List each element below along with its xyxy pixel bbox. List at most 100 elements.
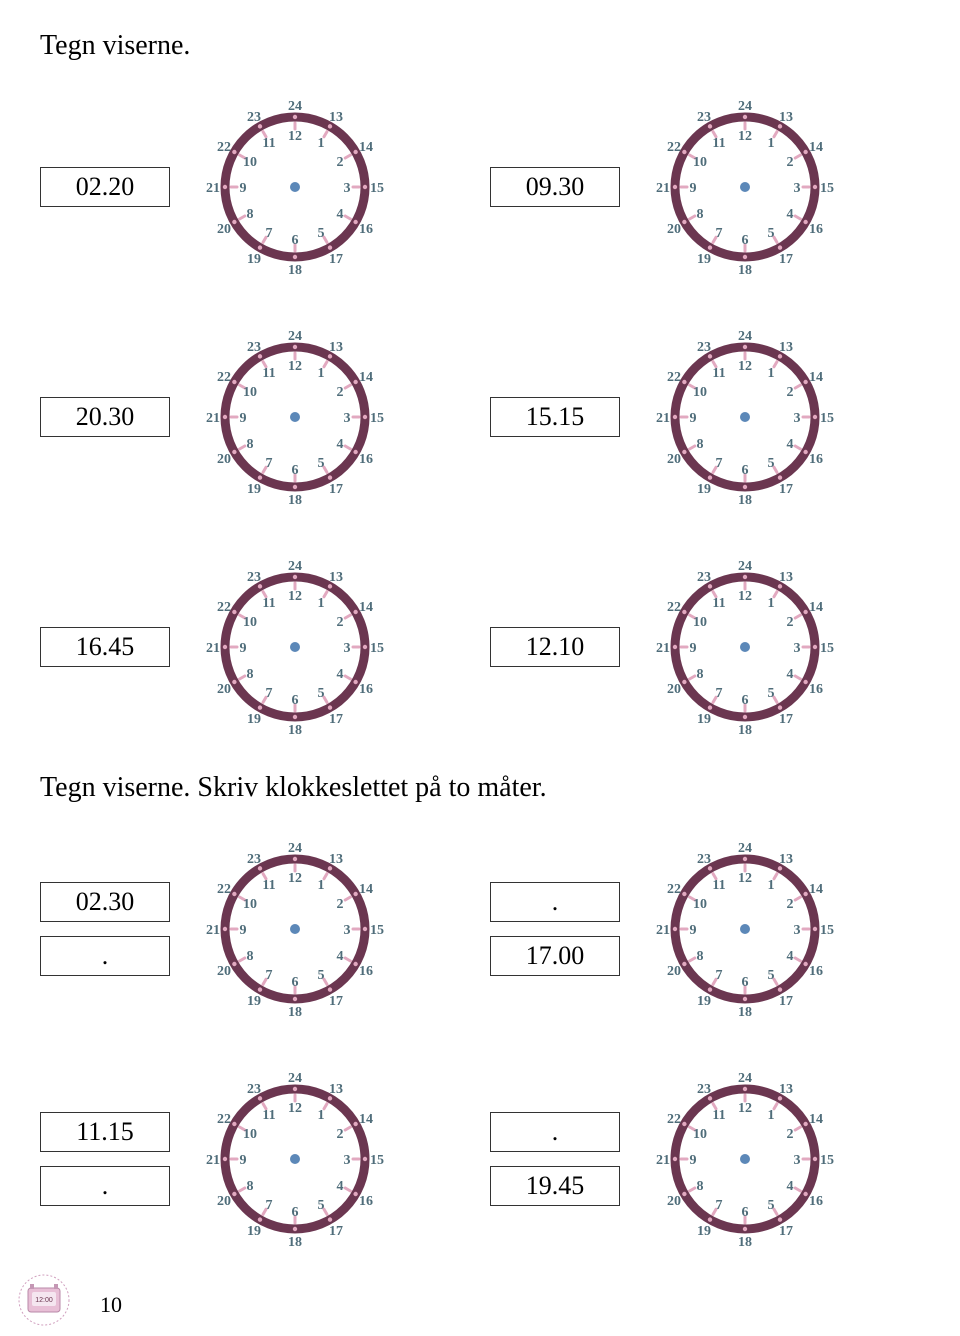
svg-text:14: 14 [359,140,373,155]
svg-text:22: 22 [667,882,681,897]
svg-text:1: 1 [768,366,775,381]
clock-cell: 09.3012123456789101124131415161718192021… [490,82,920,292]
svg-text:18: 18 [288,1235,302,1250]
time-box: 02.20 [40,167,170,207]
svg-text:10: 10 [693,385,707,400]
svg-text:19: 19 [697,252,711,267]
svg-text:1: 1 [318,878,325,893]
svg-text:23: 23 [697,340,711,355]
svg-text:22: 22 [217,882,231,897]
svg-text:15: 15 [370,923,384,938]
svg-text:18: 18 [738,493,752,508]
svg-text:18: 18 [288,263,302,278]
label-column: 09.30 [490,167,620,207]
svg-text:19: 19 [697,994,711,1009]
svg-text:12: 12 [288,589,302,604]
svg-text:9: 9 [240,923,247,938]
clock-face: 121234567891011241314151617181920212223 [190,542,400,752]
svg-text:2: 2 [787,897,794,912]
svg-text:8: 8 [696,207,703,222]
svg-text:11: 11 [262,596,275,611]
svg-text:1: 1 [768,1108,775,1123]
section-2: 02.30.1212345678910112413141516171819202… [40,824,920,1264]
svg-text:21: 21 [206,411,220,426]
svg-text:24: 24 [288,1071,302,1086]
svg-text:10: 10 [243,385,257,400]
clock-cell: 02.30.1212345678910112413141516171819202… [40,824,470,1034]
svg-text:15: 15 [370,1153,384,1168]
svg-text:14: 14 [809,600,823,615]
svg-text:16: 16 [809,964,823,979]
label-column: 02.30. [40,882,170,976]
svg-text:8: 8 [246,949,253,964]
svg-text:11: 11 [262,366,275,381]
svg-text:24: 24 [288,841,302,856]
svg-text:2: 2 [787,1127,794,1142]
svg-text:15: 15 [370,181,384,196]
label-column: .19.45 [490,1112,620,1206]
svg-text:16: 16 [359,964,373,979]
svg-text:22: 22 [667,140,681,155]
clock-cell: 12.1012123456789101124131415161718192021… [490,542,920,752]
svg-text:22: 22 [217,600,231,615]
svg-text:4: 4 [787,437,794,452]
time-box: . [40,1166,170,1206]
svg-text:1: 1 [318,136,325,151]
svg-text:8: 8 [246,667,253,682]
clock-face: 121234567891011241314151617181920212223 [190,1054,400,1264]
svg-text:6: 6 [742,463,749,478]
svg-text:12: 12 [738,359,752,374]
svg-text:14: 14 [359,370,373,385]
svg-text:13: 13 [779,852,793,867]
clock-row: 20.3012123456789101124131415161718192021… [40,312,920,522]
clock-row: 02.30.1212345678910112413141516171819202… [40,824,920,1034]
clock-cell: 15.1512123456789101124131415161718192021… [490,312,920,522]
time-box: . [40,936,170,976]
svg-text:9: 9 [240,1153,247,1168]
time-box: 17.00 [490,936,620,976]
label-column: 16.45 [40,627,170,667]
clock-face: 121234567891011241314151617181920212223 [640,312,850,522]
page-number: 10 [100,1292,122,1318]
time-box: 02.30 [40,882,170,922]
clock-cell: 02.2012123456789101124131415161718192021… [40,82,470,292]
time-box: 20.30 [40,397,170,437]
svg-text:19: 19 [247,1224,261,1239]
clock-cell: 11.15.1212345678910112413141516171819202… [40,1054,470,1264]
svg-text:2: 2 [787,615,794,630]
svg-text:11: 11 [712,136,725,151]
svg-text:21: 21 [206,181,220,196]
svg-text:4: 4 [787,949,794,964]
svg-text:21: 21 [656,923,670,938]
svg-text:7: 7 [266,686,273,701]
svg-text:21: 21 [656,181,670,196]
svg-text:3: 3 [344,1153,351,1168]
svg-text:13: 13 [779,570,793,585]
svg-text:11: 11 [712,1108,725,1123]
clock-row: 16.4512123456789101124131415161718192021… [40,542,920,752]
svg-text:9: 9 [690,1153,697,1168]
svg-text:15: 15 [820,411,834,426]
svg-text:3: 3 [794,1153,801,1168]
svg-text:2: 2 [337,385,344,400]
svg-text:11: 11 [262,136,275,151]
svg-text:15: 15 [820,923,834,938]
svg-text:12: 12 [288,871,302,886]
svg-text:15: 15 [820,1153,834,1168]
time-box: 11.15 [40,1112,170,1152]
svg-text:2: 2 [337,1127,344,1142]
svg-text:13: 13 [329,570,343,585]
svg-text:9: 9 [690,923,697,938]
svg-text:7: 7 [266,456,273,471]
clock-row: 02.2012123456789101124131415161718192021… [40,82,920,292]
svg-text:15: 15 [820,641,834,656]
time-box: 12.10 [490,627,620,667]
svg-text:23: 23 [247,852,261,867]
svg-text:14: 14 [809,1112,823,1127]
svg-text:6: 6 [742,233,749,248]
svg-text:15: 15 [370,641,384,656]
svg-text:5: 5 [318,968,325,983]
svg-text:7: 7 [266,968,273,983]
svg-text:7: 7 [716,226,723,241]
svg-text:20: 20 [217,222,231,237]
